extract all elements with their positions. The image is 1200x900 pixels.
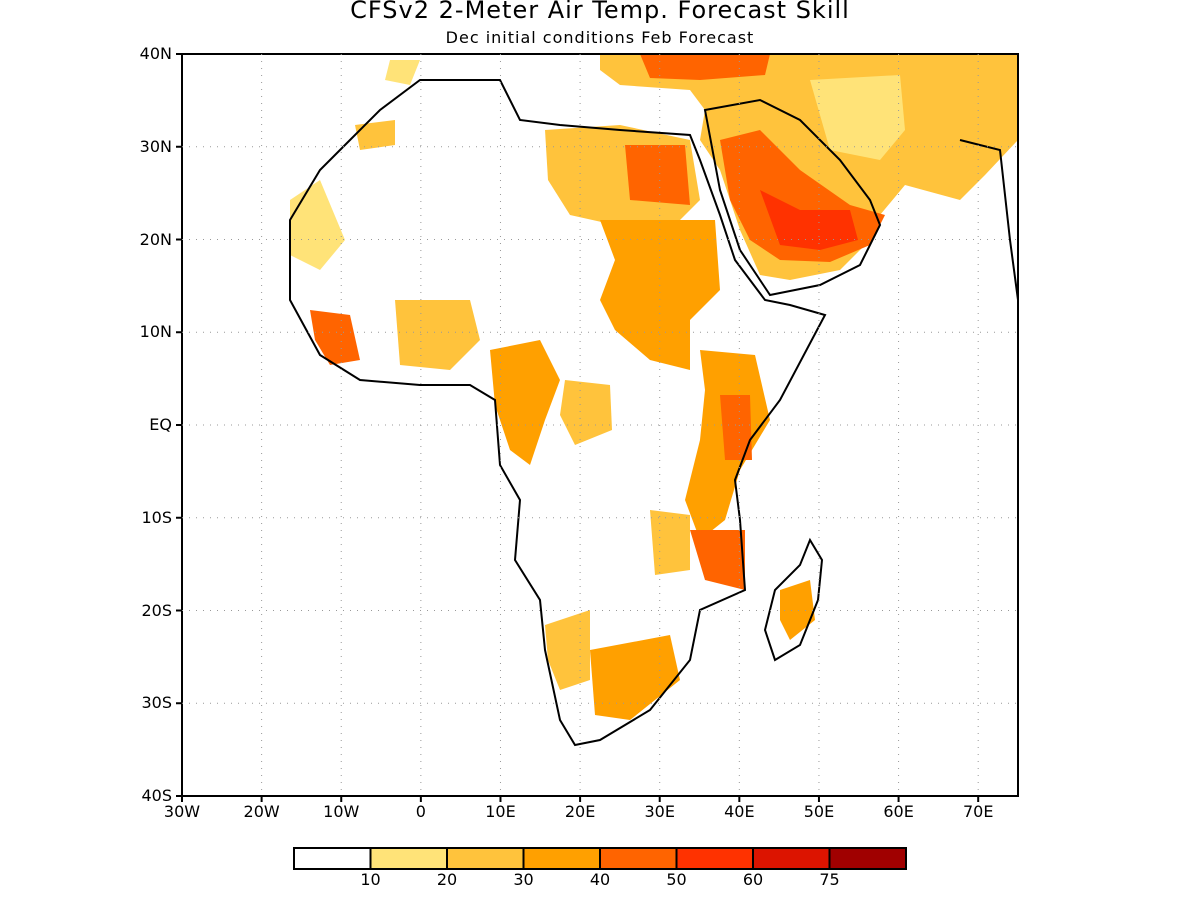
colorbar-label: 20 (436, 870, 458, 889)
colorbar-swatch (599, 847, 678, 870)
colorbar-label: 30 (513, 870, 534, 889)
skill-region-guinea (310, 310, 360, 365)
coastlines (289, 79, 1018, 747)
lon-label: 0 (415, 802, 426, 821)
skill-region-algeria (385, 60, 420, 85)
lon-label: 50E (803, 802, 835, 821)
colorbar-swatch (752, 847, 831, 870)
colorbar-label: 75 (819, 870, 840, 889)
skill-region-middle-east (600, 54, 1018, 280)
gridlines (182, 54, 1018, 796)
lon-label: 20W (243, 802, 280, 821)
lon-label: 10E (485, 802, 516, 821)
lat-label: 30S (141, 693, 172, 713)
skill-region-madagascar (780, 580, 815, 640)
skill-region-central-africa (490, 340, 560, 465)
map-subtitle: Dec initial conditions Feb Forecast (445, 28, 755, 47)
skill-region-morocco (355, 120, 395, 150)
skill-region-congo (560, 380, 612, 445)
lat-label: EQ (149, 415, 172, 434)
colorbar-swatch (293, 847, 372, 870)
colorbar-swatch (446, 847, 525, 870)
arabia-coastline (703, 98, 882, 297)
colorbar-label: 40 (589, 870, 611, 889)
lat-label: 10S (141, 507, 172, 527)
skill-region-egypt-core (625, 145, 690, 205)
colorbar-swatch (522, 847, 601, 870)
lon-label: 70E (962, 802, 994, 821)
colorbar-label: 60 (742, 870, 764, 889)
colorbar-label: 10 (360, 870, 381, 889)
colorbar-swatch (369, 847, 448, 870)
lat-label: 40S (141, 786, 172, 805)
lon-label: 10W (323, 802, 360, 821)
skill-region-mauritania (290, 180, 345, 270)
skill-region-south-africa (590, 635, 680, 720)
axis-ticks (176, 53, 980, 802)
lat-label: 10N (139, 322, 172, 342)
india-coastline (959, 139, 1018, 301)
lat-label: 20N (139, 229, 172, 249)
colorbar-label: 50 (666, 870, 687, 889)
skill-region-turkey (640, 54, 770, 80)
skill-region-namibia (545, 610, 590, 690)
madagascar-coastline (763, 537, 824, 662)
colorbar-swatch (675, 847, 754, 870)
lat-label: 40N (139, 44, 172, 63)
colorbar-swatch (828, 847, 907, 870)
lat-label: 30N (139, 136, 172, 156)
lon-label: 20E (564, 802, 596, 821)
lon-label: 30E (644, 802, 675, 821)
lat-label: 20S (141, 600, 172, 620)
skill-region-tanzania (690, 530, 745, 590)
skill-region-iran (810, 75, 905, 160)
lon-label: 40E (724, 802, 755, 821)
lon-label: 60E (883, 802, 914, 821)
skill-region-arabia-peak (760, 190, 858, 250)
map-title: CFSv2 2-Meter Air Temp. Forecast Skill (350, 0, 850, 24)
lon-label: 30W (163, 802, 201, 821)
skill-region-west-africa (395, 300, 480, 370)
skill-shading (290, 54, 1018, 720)
skill-region-east-africa-core (720, 395, 752, 460)
africa-coastline (289, 79, 827, 747)
